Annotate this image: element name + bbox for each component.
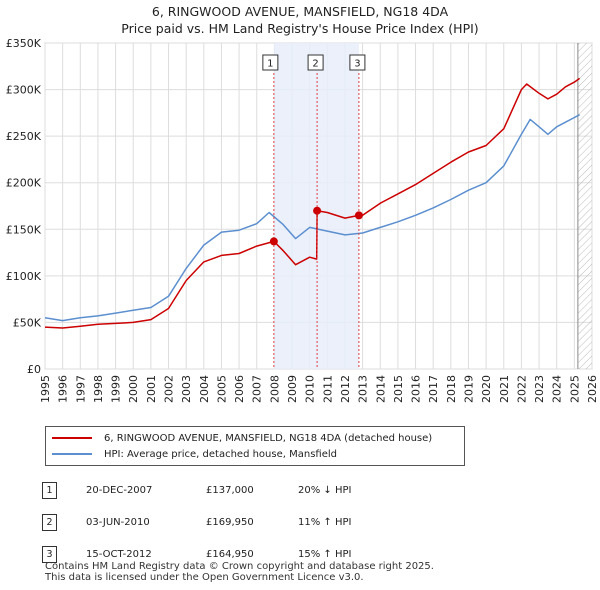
forecast-hatch [577,43,592,369]
x-tick-label: 2018 [445,375,458,403]
y-tick-label: £350K [6,37,42,50]
x-tick-label: 2008 [268,375,281,403]
sale-price: £137,000 [206,484,254,496]
x-tick-label: 2003 [180,375,193,403]
x-tick-label: 2014 [374,375,387,403]
sale-price: £169,950 [206,516,254,528]
x-tick-label: 2025 [568,375,581,403]
x-tick-label: 1999 [110,375,123,403]
property-price-line [44,77,581,329]
chart-legend: 6, RINGWOOD AVENUE, MANSFIELD, NG18 4DA … [45,426,465,466]
y-tick-label: £300K [6,84,42,97]
x-tick-label: 2002 [163,375,176,403]
x-tick-label: 2004 [198,375,211,403]
x-tick-label: 2023 [533,375,546,403]
x-tick-label: 2015 [392,375,405,403]
footer-line-1: Contains HM Land Registry data © Crown c… [45,561,434,572]
x-tick-label: 1995 [39,375,52,403]
legend-swatch-property [52,437,92,439]
x-tick-label: 2021 [498,375,511,403]
sale-point [313,206,322,215]
x-tick-label: 2010 [304,375,317,403]
x-tick-label: 2016 [410,375,423,403]
sale-number-badge: 3 [42,545,57,563]
highlight-span [273,43,359,369]
sale-point [269,237,278,246]
sale-date: 03-JUN-2010 [86,516,150,528]
y-tick-label: £100K [6,270,42,283]
sale-number-badge: 2 [42,513,57,531]
footer-line-2: This data is licensed under the Open Gov… [45,572,364,583]
x-tick-label: 2001 [145,375,158,403]
y-tick-label: £150K [6,223,42,236]
sale-marker-label: 1 [267,59,273,70]
sale-number-badge: 1 [42,481,57,499]
x-tick-label: 2009 [286,375,299,403]
y-tick-label: £250K [6,130,42,143]
x-tick-label: 2006 [233,375,246,403]
title-line-2: Price paid vs. HM Land Registry's House … [121,21,479,36]
x-tick-label: 2007 [251,375,264,403]
sale-marker-box [307,54,324,71]
price-chart: 1 2 3 1995 1996 1997 1998 1999 2000 2001 2002 2003… [6,37,599,403]
x-tick-label: 2024 [551,375,564,403]
y-tick-label: £0 [27,363,41,376]
table-row: 2 03-JUN-2010 £169,950 11% ↑ HPI [42,506,351,538]
sale-price: £164,950 [206,548,254,560]
legend-item-hpi: HPI: Average price, detached house, Mans… [52,447,337,461]
legend-label-property: 6, RINGWOOD AVENUE, MANSFIELD, NG18 4DA … [104,432,433,444]
sale-hpi-diff: 11% ↑ HPI [298,516,352,528]
sale-date: 15-OCT-2012 [86,548,152,560]
sale-hpi-diff: 15% ↑ HPI [298,548,352,560]
footer-attribution: Contains HM Land Registry data © Crown c… [45,561,434,583]
title-line-1: 6, RINGWOOD AVENUE, MANSFIELD, NG18 4DA [151,4,449,19]
sales-table: 1 20-DEC-2007 £137,000 20% ↓ HPI 2 03-JU… [42,474,351,570]
x-tick-label: 2013 [357,375,370,403]
chart-title: 6, RINGWOOD AVENUE, MANSFIELD, NG18 4DA … [0,3,600,37]
x-tick-label: 2026 [586,375,599,403]
x-tick-label: 1996 [57,375,70,403]
x-tick-label: 2012 [339,375,352,403]
x-tick-label: 2017 [427,375,440,403]
x-tick-label: 1998 [92,375,105,403]
x-tick-label: 2022 [515,375,528,403]
hpi-line [44,114,580,322]
y-tick-label: £50K [13,316,42,329]
x-tick-label: 2020 [480,375,493,403]
x-tick-label: 2000 [127,375,140,403]
x-tick-label: 1997 [74,375,87,403]
sale-date: 20-DEC-2007 [86,484,153,496]
x-tick-label: 2011 [321,375,334,403]
legend-label-hpi: HPI: Average price, detached house, Mans… [104,448,337,460]
sale-marker-box [349,54,366,71]
sale-point [354,211,363,220]
legend-swatch-hpi [52,453,92,455]
sale-hpi-diff: 20% ↓ HPI [298,484,352,496]
sale-marker-label: 2 [312,59,318,70]
table-row: 3 15-OCT-2012 £164,950 15% ↑ HPI [42,538,351,570]
y-tick-label: £200K [6,177,42,190]
x-tick-label: 2019 [462,375,475,403]
legend-item-property: 6, RINGWOOD AVENUE, MANSFIELD, NG18 4DA … [52,431,432,445]
sale-marker-label: 3 [354,59,360,70]
table-row: 1 20-DEC-2007 £137,000 20% ↓ HPI [42,474,351,506]
sale-marker-box [262,54,279,71]
x-tick-label: 2005 [215,375,228,403]
